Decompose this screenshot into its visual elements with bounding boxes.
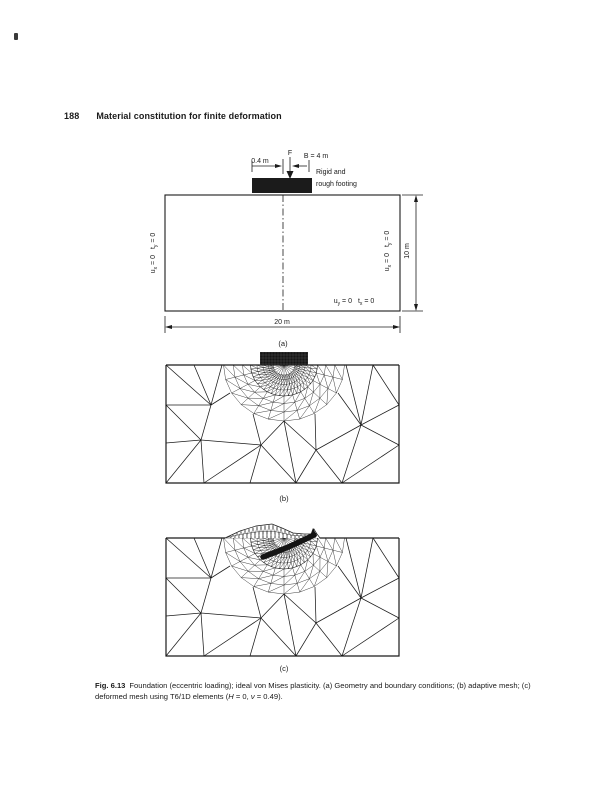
deformed-mesh-diagram: (c) xyxy=(165,523,400,673)
footing-note-line2: rough footing xyxy=(316,181,357,188)
bc-right-label: ux = 0ty = 0 xyxy=(384,231,393,272)
running-title: Material constitution for finite deforma… xyxy=(96,111,282,121)
soil-domain xyxy=(164,194,401,312)
footing-rect xyxy=(252,178,312,193)
geometry-diagram: 0.4 m F B = 4 m Rigid and rough footing … xyxy=(150,150,423,348)
figure-caption: Fig. 6.13 Foundation (eccentric loading);… xyxy=(95,681,531,701)
bc-left-label: ux = 0ty = 0 xyxy=(150,233,159,274)
deformed-mesh-lines xyxy=(165,523,400,657)
dim-footing-width-label: B = 4 m xyxy=(304,153,328,160)
panel-b-label: (b) xyxy=(279,494,289,503)
footing-note: Rigid and rough footing xyxy=(316,169,357,188)
dim-eccentricity: 0.4 m xyxy=(251,158,310,174)
panel-c-label: (c) xyxy=(280,664,289,673)
running-header: 188 Material constitution for finite defo… xyxy=(64,111,282,121)
dim-height: 10 m xyxy=(402,194,423,312)
dim-height-label: 10 m xyxy=(404,243,411,259)
scan-speck xyxy=(14,33,18,40)
caption-number: Fig. 6.13 xyxy=(95,681,126,690)
dim-base: 20 m xyxy=(164,316,401,333)
bc-bottom-label: uy = 0 tx = 0 xyxy=(334,298,375,307)
adaptive-mesh-diagram: (b) xyxy=(165,351,400,503)
footing-note-line1: Rigid and xyxy=(316,169,346,176)
soil-domain-outline xyxy=(164,194,401,312)
page-number: 188 xyxy=(64,111,80,121)
force-arrow: F xyxy=(286,150,294,179)
dim-eccentricity-label: 0.4 m xyxy=(251,158,269,165)
dim-base-label: 20 m xyxy=(274,319,290,326)
panel-a-label: (a) xyxy=(278,339,288,348)
adaptive-mesh-lines xyxy=(165,351,400,484)
force-label: F xyxy=(288,150,292,157)
